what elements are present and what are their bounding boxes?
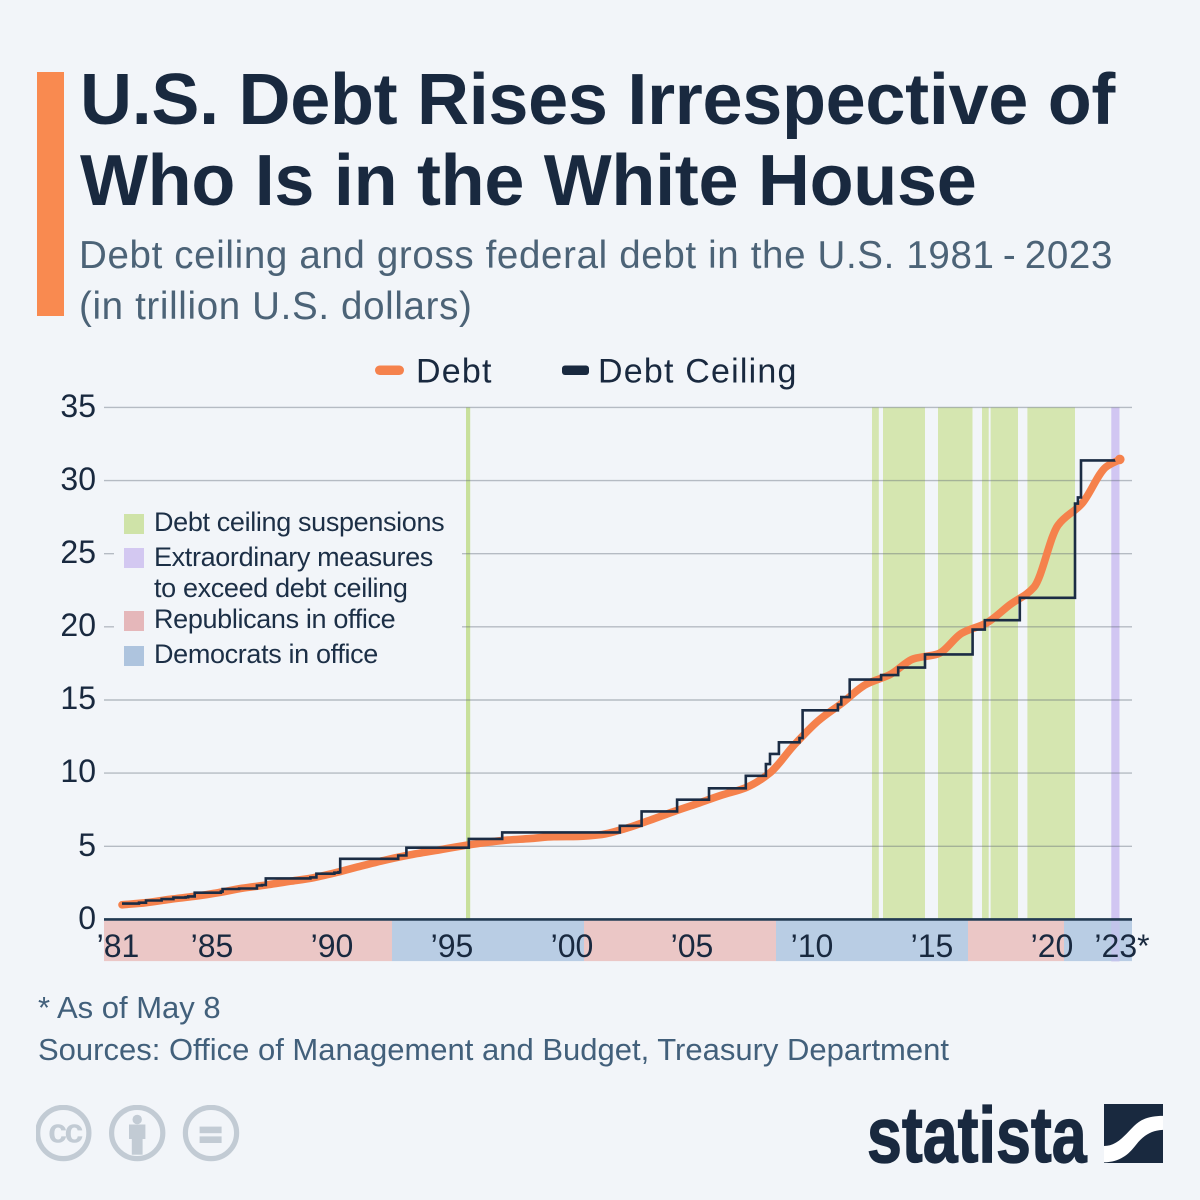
svg-text:Debt ceiling suspensions: Debt ceiling suspensions [154,507,444,537]
svg-text:’00: ’00 [551,928,594,964]
svg-text:Extraordinary measures: Extraordinary measures [154,542,433,572]
svg-text:’20: ’20 [1031,928,1074,964]
svg-text:’95: ’95 [431,928,474,964]
svg-text:35: 35 [60,388,96,424]
svg-text:’15: ’15 [911,928,954,964]
svg-text:20: 20 [60,607,96,643]
svg-text:cc: cc [48,1113,82,1151]
svg-text:’10: ’10 [791,928,834,964]
svg-text:25: 25 [60,534,96,570]
svg-text:5: 5 [78,827,96,863]
svg-text:10: 10 [60,753,96,789]
svg-text:’85: ’85 [191,928,234,964]
svg-text:0: 0 [78,900,96,936]
svg-text:’90: ’90 [311,928,354,964]
svg-text:Democrats in office: Democrats in office [154,639,378,669]
svg-text:Debt: Debt [416,353,493,391]
svg-text:’81: ’81 [97,928,140,964]
svg-text:30: 30 [60,461,96,497]
svg-text:Republicans in office: Republicans in office [154,604,395,634]
svg-text:15: 15 [60,680,96,716]
svg-text:’23*: ’23* [1094,928,1149,964]
svg-text:to exceed debt ceiling: to exceed debt ceiling [154,573,407,603]
svg-text:’05: ’05 [671,928,714,964]
svg-text:Debt Ceiling: Debt Ceiling [598,353,798,391]
